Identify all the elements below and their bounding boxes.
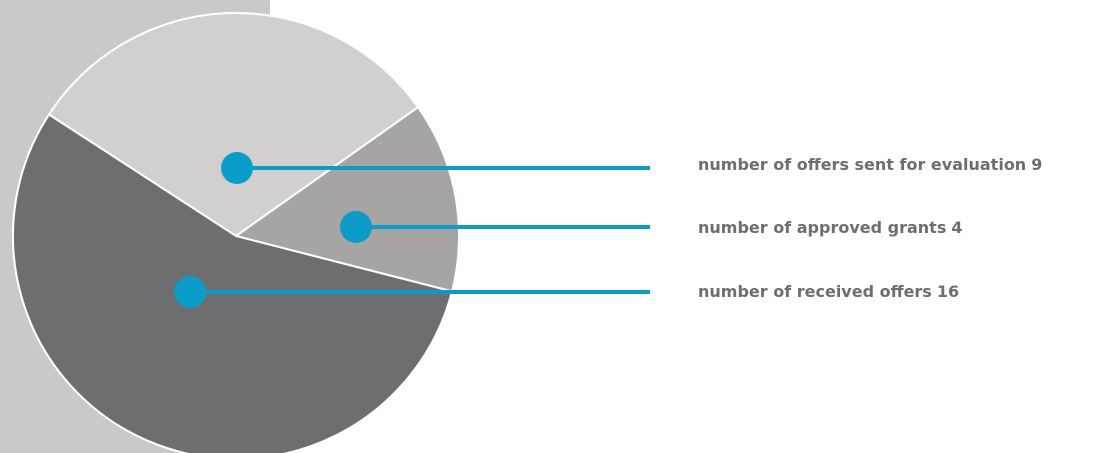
pie-slice bbox=[233, 105, 460, 293]
leader-dot bbox=[174, 276, 206, 308]
slice-label-name: number of received offers bbox=[698, 282, 932, 301]
slice-label-value: 4 bbox=[951, 218, 962, 237]
leader-dot bbox=[340, 211, 372, 243]
slice-label: number of offers sent for evaluation 9 bbox=[698, 155, 1042, 174]
slice-label: number of received offers 16 bbox=[698, 282, 959, 301]
slice-label-value: 9 bbox=[1031, 155, 1042, 174]
slice-label-name: number of approved grants bbox=[698, 218, 946, 237]
pie-slice bbox=[47, 12, 420, 238]
slice-label-value: 16 bbox=[937, 282, 959, 301]
leader-dot bbox=[221, 152, 253, 184]
pie-slice bbox=[12, 113, 454, 453]
slice-label: number of approved grants 4 bbox=[698, 218, 962, 237]
slice-label-name: number of offers sent for evaluation bbox=[698, 155, 1026, 174]
